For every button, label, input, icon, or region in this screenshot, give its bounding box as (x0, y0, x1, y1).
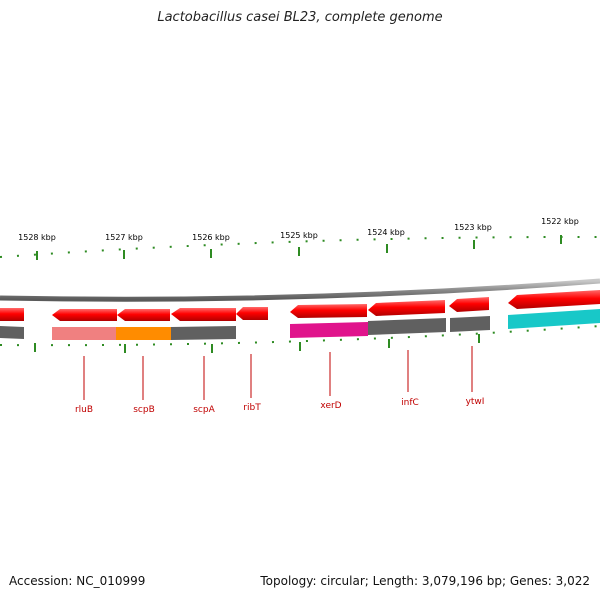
gene-labels: rluB scpB scpA ribT xerD infC ytwI (75, 397, 484, 415)
red-feature-row (0, 290, 600, 321)
major-tick (34, 343, 36, 352)
gene-arrow[interactable] (171, 308, 236, 321)
major-tick (478, 334, 480, 343)
scale-label: 1527 kbp (105, 233, 143, 242)
map-title: Lactobacillus casei BL23, complete genom… (157, 10, 443, 25)
gene-label-infc[interactable]: infC (401, 398, 419, 408)
major-tick (298, 247, 300, 256)
gene-leader-lines (83, 346, 473, 400)
gene-arrow[interactable] (290, 304, 367, 318)
scale-label: 1526 kbp (192, 233, 230, 242)
scale-label: 1528 kbp (18, 233, 56, 242)
gene-label-xerd[interactable]: xerD (320, 401, 341, 411)
major-tick (210, 249, 212, 258)
gene-arrow[interactable] (368, 300, 445, 316)
major-tick (560, 235, 562, 244)
scale-labels: 1528 kbp 1527 kbp 1526 kbp 1525 kbp 1524… (18, 217, 579, 242)
major-tick (386, 244, 388, 253)
gene-label-ribt[interactable]: ribT (243, 403, 261, 413)
gene-label-rlub[interactable]: rluB (75, 405, 93, 415)
accession-label: Accession: NC_010999 (9, 574, 146, 588)
cog-feature-row (0, 309, 600, 340)
scale-label: 1525 kbp (280, 231, 318, 240)
scale-label: 1524 kbp (367, 228, 405, 237)
scale-label: 1523 kbp (454, 223, 492, 232)
scale-label: 1522 kbp (541, 217, 579, 226)
major-tick (473, 240, 475, 249)
feature-block[interactable] (0, 326, 24, 339)
gene-label-scpb[interactable]: scpB (133, 405, 155, 415)
major-tick (299, 342, 301, 351)
feature-block[interactable] (52, 327, 116, 340)
feature-block[interactable] (450, 316, 490, 332)
gene-label-scpa[interactable]: scpA (193, 405, 215, 415)
gene-arrow[interactable] (236, 307, 268, 320)
gene-label-ytwi[interactable]: ytwI (466, 397, 485, 407)
feature-block[interactable] (290, 322, 368, 338)
major-ticks-bottom (34, 334, 480, 353)
gene-arrow[interactable] (117, 309, 170, 321)
major-tick (123, 250, 125, 259)
feature-block[interactable] (116, 327, 171, 340)
feature-block[interactable] (508, 309, 600, 329)
genome-summary: Topology: circular; Length: 3,079,196 bp… (260, 574, 590, 588)
major-tick (124, 344, 126, 353)
genome-backbone (0, 278, 600, 302)
gene-arrow[interactable] (0, 308, 24, 321)
gene-arrow[interactable] (52, 309, 117, 321)
major-tick (36, 251, 38, 260)
gene-arrow[interactable] (508, 290, 600, 309)
major-tick (388, 339, 390, 348)
major-ticks-top (36, 235, 562, 260)
gene-arrow[interactable] (449, 297, 489, 312)
major-tick (211, 344, 213, 353)
feature-block[interactable] (171, 326, 236, 340)
feature-block[interactable] (368, 318, 446, 335)
